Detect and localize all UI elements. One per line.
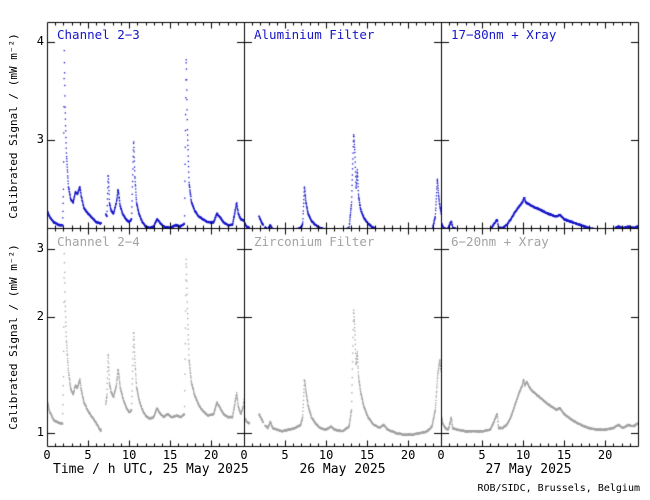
x-tick-label: 10 bbox=[515, 448, 531, 462]
y-tick-label: 2 bbox=[36, 309, 44, 324]
x-tick-label: 5 bbox=[478, 448, 486, 462]
y-tick-label: 4 bbox=[36, 33, 44, 48]
x-tick-label: 10 bbox=[121, 448, 137, 462]
panel-label-aluminium-filter: Aluminium Filter bbox=[254, 27, 375, 42]
x-tick-label: 15 bbox=[556, 448, 572, 462]
x-axis-date-27-may: 27 May 2025 bbox=[485, 462, 572, 477]
x-tick-label: 15 bbox=[162, 448, 178, 462]
y-axis-label-bottom: Calibrated Signal / (mW m⁻²) bbox=[7, 244, 20, 430]
x-tick-label: 15 bbox=[359, 448, 375, 462]
x-tick-label: 5 bbox=[281, 448, 289, 462]
x-tick-label: 5 bbox=[84, 448, 92, 462]
panel-label-channel-2-3: Channel 2−3 bbox=[57, 27, 140, 42]
y-axis-label-top: Calibrated Signal / (mW m⁻²) bbox=[7, 33, 20, 219]
x-tick-label: 0 bbox=[240, 448, 248, 462]
x-axis-date-25-may: Time / h UTC, 25 May 2025 bbox=[53, 462, 249, 477]
y-tick-label: 3 bbox=[36, 132, 44, 147]
panel-label-zirconium-filter: Zirconium Filter bbox=[254, 234, 375, 249]
x-tick-label: 20 bbox=[203, 448, 219, 462]
y-tick-label: 3 bbox=[36, 241, 44, 256]
panel-label-channel-2-4: Channel 2−4 bbox=[57, 234, 140, 249]
x-tick-label: 20 bbox=[400, 448, 416, 462]
x-tick-label: 0 bbox=[43, 448, 51, 462]
x-tick-label: 20 bbox=[597, 448, 613, 462]
panel-label-6-20nm-xray: 6−20nm + Xray bbox=[451, 234, 549, 249]
x-tick-label: 0 bbox=[437, 448, 445, 462]
panel-label-17-80nm-xray: 17−80nm + Xray bbox=[451, 27, 557, 42]
y-tick-label: 1 bbox=[36, 424, 44, 439]
x-tick-label: 10 bbox=[318, 448, 334, 462]
credit-text: ROB/SIDC, Brussels, Belgium bbox=[477, 483, 640, 494]
x-axis-date-26-may: 26 May 2025 bbox=[299, 462, 386, 477]
